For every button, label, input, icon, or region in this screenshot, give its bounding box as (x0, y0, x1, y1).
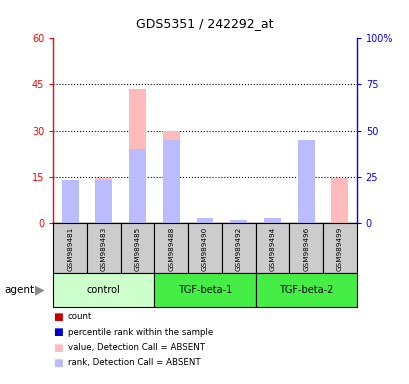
Bar (129, 149, 146, 223)
Text: GSM989492: GSM989492 (235, 227, 241, 271)
Bar (62, 180, 79, 223)
Bar (154, 223, 188, 273)
Text: GSM989494: GSM989494 (269, 227, 275, 271)
Bar (255, 273, 356, 307)
Text: GSM989496: GSM989496 (302, 227, 308, 271)
Bar (322, 223, 356, 273)
Bar (188, 223, 221, 273)
Bar (154, 273, 255, 307)
Bar (95, 180, 112, 223)
Text: ■: ■ (53, 312, 63, 322)
Text: ▶: ▶ (35, 283, 44, 296)
Bar (221, 223, 255, 273)
Bar (196, 218, 213, 223)
Bar (53, 273, 154, 307)
Bar (120, 223, 154, 273)
Text: percentile rank within the sample: percentile rank within the sample (67, 328, 212, 337)
Text: ■: ■ (53, 358, 63, 368)
Bar (330, 178, 347, 223)
Bar (263, 218, 280, 223)
Text: TGF-beta-2: TGF-beta-2 (278, 285, 333, 295)
Text: GSM989483: GSM989483 (101, 227, 107, 271)
Text: count: count (67, 312, 92, 321)
Text: GSM989488: GSM989488 (168, 227, 174, 271)
Bar (62, 183, 79, 223)
Text: control: control (87, 285, 120, 295)
Bar (255, 223, 289, 273)
Text: GSM989485: GSM989485 (134, 227, 140, 271)
Text: agent: agent (4, 285, 34, 295)
Bar (230, 220, 247, 223)
Text: GSM989481: GSM989481 (67, 227, 73, 271)
Bar (230, 220, 247, 223)
Text: GSM989499: GSM989499 (336, 227, 342, 271)
Bar (297, 151, 314, 223)
Bar (263, 218, 280, 223)
Bar (162, 140, 179, 223)
Text: TGF-beta-1: TGF-beta-1 (178, 285, 231, 295)
Bar (196, 218, 213, 223)
Text: GDS5351 / 242292_at: GDS5351 / 242292_at (136, 17, 273, 30)
Text: ■: ■ (53, 343, 63, 353)
Text: ■: ■ (53, 327, 63, 337)
Bar (95, 178, 112, 223)
Bar (129, 89, 146, 223)
Text: rank, Detection Call = ABSENT: rank, Detection Call = ABSENT (67, 358, 200, 367)
Bar (87, 223, 120, 273)
Text: GSM989490: GSM989490 (202, 227, 207, 271)
Bar (297, 140, 314, 223)
Text: value, Detection Call = ABSENT: value, Detection Call = ABSENT (67, 343, 204, 352)
Bar (53, 223, 87, 273)
Bar (289, 223, 322, 273)
Bar (162, 131, 179, 223)
